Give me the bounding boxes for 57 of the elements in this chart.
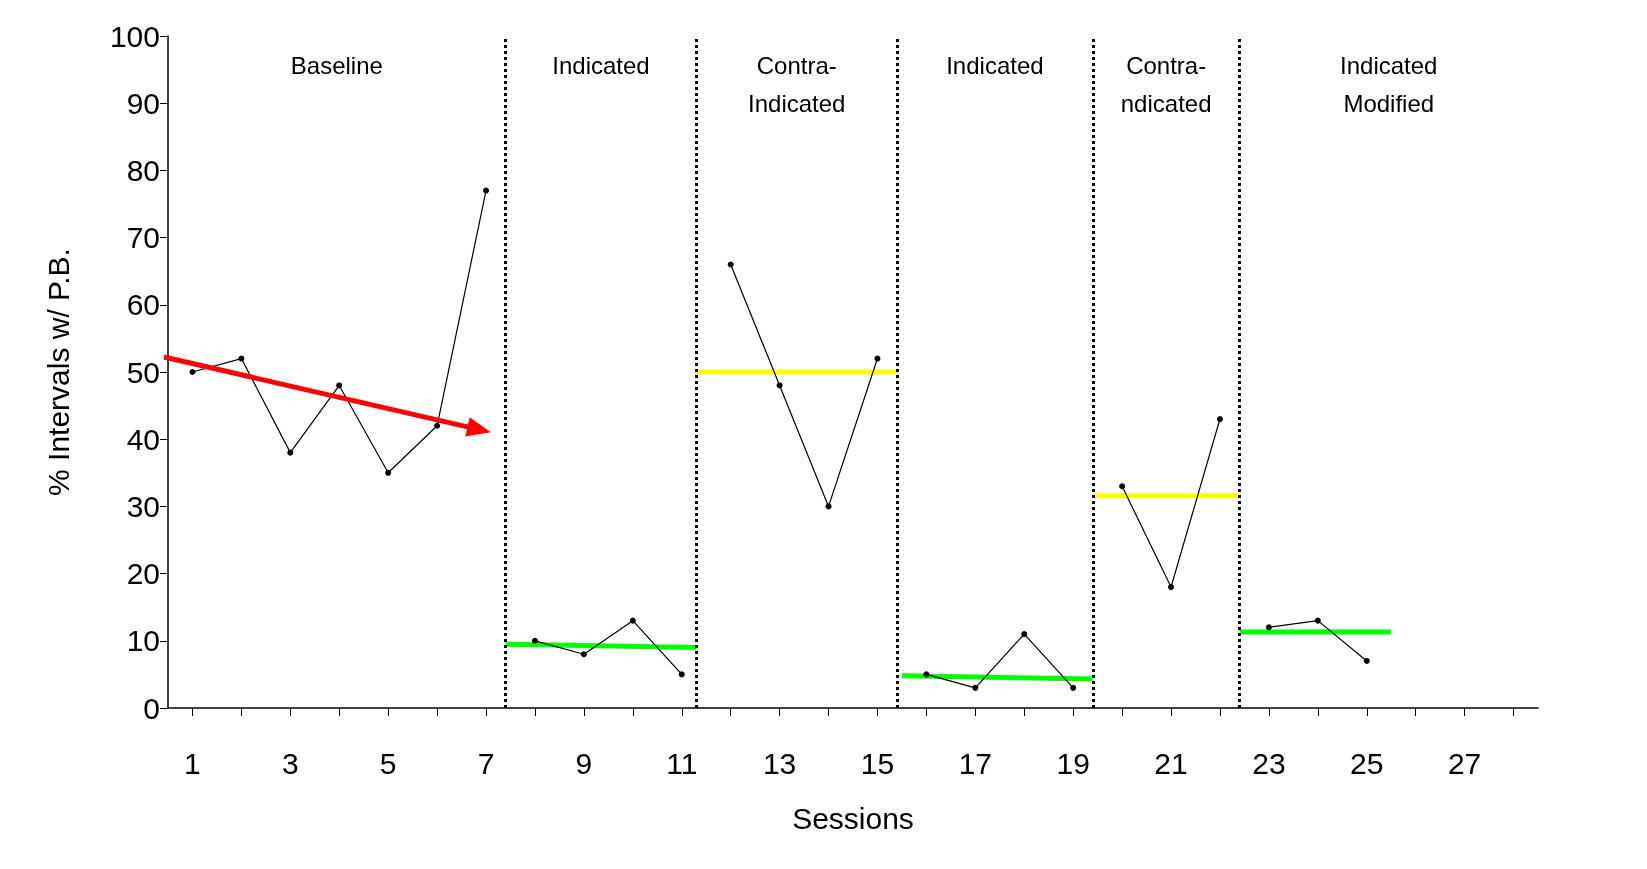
x-tick-label: 23 <box>1252 746 1286 780</box>
point <box>1168 584 1175 591</box>
x-tick-label: 1 <box>184 746 201 780</box>
annotation: Baseline <box>290 51 383 79</box>
point <box>1265 624 1272 631</box>
point <box>972 684 979 691</box>
x-tick-label: 9 <box>575 746 593 780</box>
point <box>678 671 685 678</box>
y-tick-label: 30 <box>126 489 160 523</box>
y-tick-label: 90 <box>126 86 160 120</box>
point <box>531 637 538 644</box>
y-tick-label: 50 <box>126 355 160 389</box>
y-tick-label: 70 <box>126 221 160 255</box>
point <box>629 617 636 624</box>
annotation: Indicated Modified <box>1340 51 1438 117</box>
y-tick-label: 40 <box>126 422 160 456</box>
x-tick-label: 13 <box>762 746 797 780</box>
point <box>776 382 783 389</box>
point <box>874 355 881 362</box>
point <box>336 382 343 389</box>
y-axis-title: % Intervals w/ P.B. <box>41 248 75 496</box>
point <box>1021 631 1028 638</box>
point <box>1119 483 1126 490</box>
annotation: Indicated <box>552 51 650 79</box>
x-tick-label: 7 <box>477 746 495 780</box>
point <box>189 369 196 375</box>
point <box>287 449 294 456</box>
point <box>385 469 392 476</box>
x-tick-label: 11 <box>666 746 698 780</box>
y-tick-label: 10 <box>126 624 160 658</box>
y-tick-label: 20 <box>126 557 160 591</box>
x-tick-label: 5 <box>379 746 397 780</box>
x-axis-title: Sessions <box>792 801 914 835</box>
x-tick-label: 21 <box>1154 746 1188 780</box>
point <box>1363 657 1370 664</box>
x-tick-label: 15 <box>860 746 895 780</box>
x-tick-label: 3 <box>281 746 299 780</box>
x-tick-label: 19 <box>1056 746 1090 780</box>
point <box>825 503 832 510</box>
y-tick-label: 60 <box>126 288 160 322</box>
point <box>1216 416 1223 423</box>
y-tick-label: 0 <box>143 691 160 725</box>
annotation: Contra- ndicated <box>1120 51 1212 117</box>
point <box>923 671 930 678</box>
y-tick-label: 80 <box>126 153 160 187</box>
annotation: Indicated <box>946 51 1044 79</box>
y-tick-label: 100 <box>109 19 160 53</box>
point <box>1314 617 1321 624</box>
point <box>1070 684 1077 691</box>
point <box>580 651 587 658</box>
x-tick-label: 17 <box>958 746 993 780</box>
point <box>238 355 245 362</box>
x-tick-label: 25 <box>1350 746 1384 780</box>
annotation: Contra- Indicated <box>748 51 846 117</box>
point <box>434 422 441 429</box>
x-tick-label: 27 <box>1447 746 1482 780</box>
point <box>483 187 490 194</box>
